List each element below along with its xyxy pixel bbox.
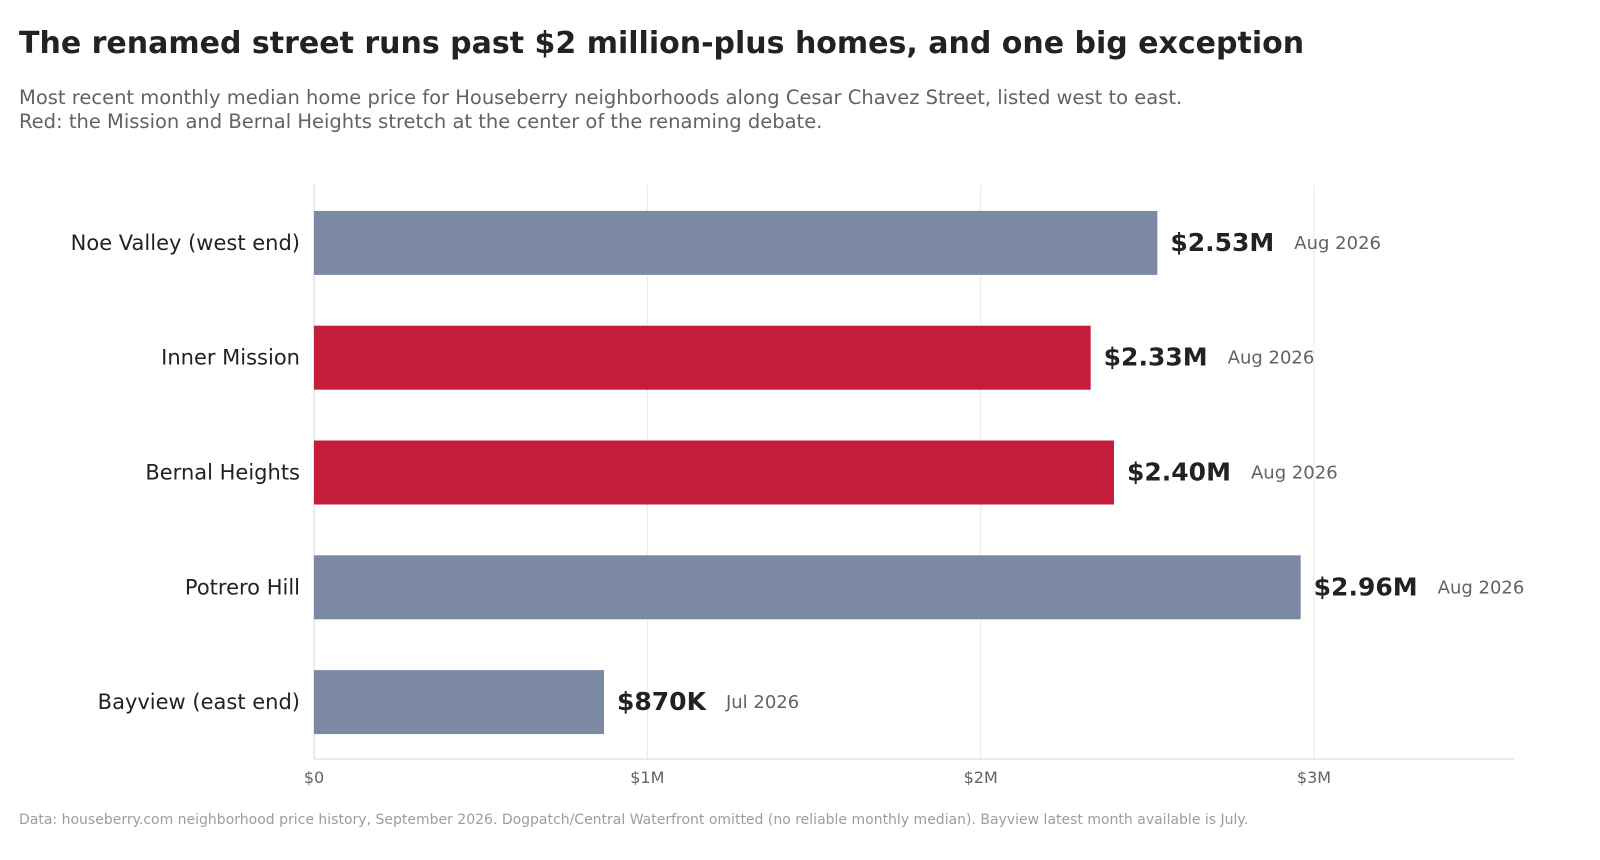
subtitle-line-1: Most recent monthly median home price fo…	[19, 86, 1183, 109]
value-label: $870K	[617, 687, 708, 716]
month-label: Aug 2026	[1438, 577, 1525, 598]
x-tick-label: $1M	[630, 768, 664, 787]
bar	[314, 210, 1158, 275]
bar	[314, 555, 1301, 620]
value-label: $2.96M	[1314, 572, 1418, 601]
subtitle-line-2: Red: the Mission and Bernal Heights stre…	[19, 110, 823, 133]
bar-chart: $0 $1M $2M $3M Noe Valley (west end) $2.53M Au…	[71, 185, 1525, 787]
category-label: Potrero Hill	[185, 575, 300, 599]
month-label: Aug 2026	[1228, 348, 1315, 369]
value-label: $2.53M	[1170, 228, 1274, 257]
x-tick-label: $0	[304, 768, 324, 787]
category-label: Noe Valley (west end)	[71, 231, 300, 255]
category-label: Bernal Heights	[145, 461, 300, 485]
chart-title: The renamed street runs past $2 million-…	[19, 26, 1305, 61]
month-label: Aug 2026	[1294, 233, 1381, 254]
x-tick-label: $3M	[1297, 768, 1331, 787]
x-tick-label: $2M	[964, 768, 998, 787]
month-label: Jul 2026	[725, 692, 799, 713]
bar	[314, 325, 1091, 390]
source-footnote: Data: houseberry.com neighborhood price …	[19, 812, 1249, 828]
month-label: Aug 2026	[1251, 463, 1338, 484]
bar	[314, 670, 604, 735]
value-label: $2.40M	[1127, 458, 1231, 487]
bar	[314, 440, 1114, 505]
value-label: $2.33M	[1104, 343, 1208, 372]
category-label: Bayview (east end)	[98, 690, 300, 714]
category-label: Inner Mission	[161, 346, 300, 370]
chart-subtitle: Most recent monthly median home price fo…	[19, 86, 1182, 134]
